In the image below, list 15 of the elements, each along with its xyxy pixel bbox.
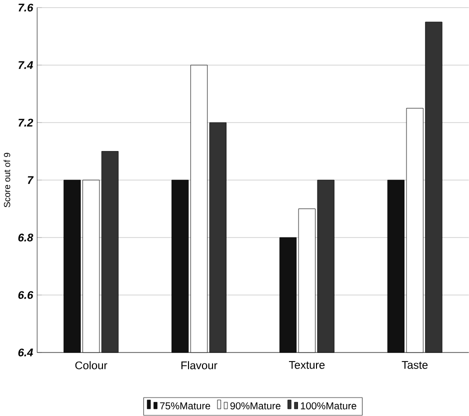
x-tick-label: Colour [75, 361, 108, 370]
y-tick-label: 7 [28, 176, 34, 184]
y-tick-label: 6.8 [18, 234, 34, 242]
y-tick-label: 6.4 [18, 348, 34, 357]
y-tick-label: 7.6 [18, 4, 34, 12]
x-tick-label: Taste [402, 361, 428, 370]
legend-label: 75%Mature [160, 402, 210, 410]
y-axis-title: Score out of 9 [4, 153, 10, 208]
legend-label: 90%Mature [230, 402, 280, 410]
y-tick-label: 7.2 [18, 118, 34, 127]
legend-label: 100%Mature [300, 402, 356, 410]
x-tick-label: Flavour [181, 361, 218, 370]
x-tick-label: Texture [288, 361, 325, 370]
y-tick-label: 6.6 [18, 291, 34, 300]
y-tick-label: 7.4 [18, 61, 34, 70]
